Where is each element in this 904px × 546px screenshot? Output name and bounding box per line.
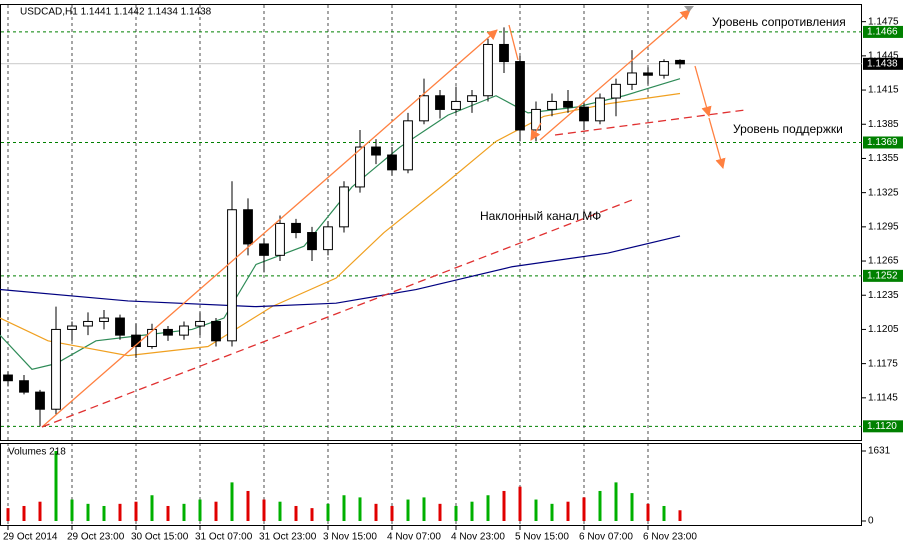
trend-arrow [530, 122, 542, 141]
x-tick-label: 29 Oct 2014 [3, 532, 58, 543]
candle-body [67, 325, 77, 330]
candle-body [99, 317, 109, 322]
level-box [863, 136, 903, 149]
marker [684, 6, 694, 12]
x-tick-label: 29 Oct 23:00 [67, 532, 125, 543]
x-tick-label: 31 Oct 23:00 [259, 532, 317, 543]
candle-body [115, 317, 125, 336]
candle-body [451, 100, 461, 110]
candle-body [611, 83, 621, 99]
y-tick-label: 1.1145 [868, 392, 898, 403]
main-frame [0, 4, 862, 441]
x-tick-label: 6 Nov 07:00 [579, 532, 633, 543]
candle-body [467, 95, 477, 102]
candle-body [547, 100, 557, 110]
annotation: Уровень сопротивления [712, 15, 846, 29]
channel-line [41, 199, 633, 428]
x-tick-label: 31 Oct 07:00 [195, 532, 253, 543]
y-tick-label: 1.1235 [868, 290, 899, 301]
trend-line [508, 24, 519, 61]
last-price-box [863, 57, 903, 70]
x-tick-label: 30 Oct 15:00 [131, 532, 189, 543]
candle-body [499, 43, 509, 63]
volume-frame [0, 443, 862, 526]
x-tick-label: 5 Nov 15:00 [515, 532, 569, 543]
candle-body [51, 328, 61, 410]
candle-body [643, 72, 653, 76]
annotation: Наклонный канал МФ [480, 209, 601, 223]
last-price-label: 1.1438 [867, 58, 898, 69]
y-tick-label: 1.1175 [868, 358, 898, 369]
y-tick-label: 1.1205 [868, 324, 899, 335]
candle-body [659, 61, 669, 76]
candle-body [275, 222, 285, 256]
x-tick-label: 4 Nov 23:00 [451, 532, 505, 543]
y-tick-label: 1.1415 [868, 85, 899, 96]
candle-body [227, 209, 237, 342]
candle-body [3, 374, 13, 382]
candle-body [243, 209, 253, 245]
candle-body [83, 320, 93, 327]
candle-body [595, 97, 605, 122]
level-label: 1.1120 [867, 421, 897, 432]
candle-body [323, 226, 333, 251]
candle-body [19, 380, 29, 393]
y-tick-label: 1.1475 [868, 16, 899, 27]
annotation: Уровень поддержки [733, 122, 843, 136]
trend-arrow [708, 117, 726, 170]
volume-label: Volumes 218 [8, 447, 66, 458]
level-box [863, 269, 903, 282]
candle-body [419, 95, 429, 122]
moving-average [0, 78, 681, 370]
level-label: 1.1369 [867, 137, 898, 148]
x-tick-label: 3 Nov 15:00 [323, 532, 377, 543]
candle-body [163, 328, 173, 336]
candle-body [563, 100, 573, 108]
candle-body [211, 320, 221, 342]
candle-body [515, 61, 525, 131]
support-line [554, 109, 746, 136]
level-label: 1.1466 [867, 27, 898, 38]
candle-body [259, 243, 269, 256]
candle-body [179, 325, 189, 336]
y-tick-label: 1.1355 [868, 153, 899, 164]
candle-body [307, 232, 317, 251]
candle-body [675, 59, 685, 65]
y-tick-label: 1.1325 [868, 187, 899, 198]
level-label: 1.1252 [867, 270, 898, 281]
trend-arrow [41, 29, 498, 428]
volume-tick-label: 0 [868, 516, 874, 527]
drawings [41, 6, 746, 428]
y-tick-label: 1.1385 [868, 119, 899, 130]
candle-body [483, 43, 493, 97]
moving-average [0, 92, 681, 357]
x-tick-label: 4 Nov 07:00 [387, 532, 441, 543]
candle-body [339, 186, 349, 228]
candle-body [403, 120, 413, 171]
y-tick-label: 1.1265 [868, 256, 899, 267]
y-tick-label: 1.1295 [868, 221, 899, 232]
candle-body [387, 154, 397, 171]
candle-body [291, 222, 301, 234]
candle-body [195, 320, 205, 327]
candle-body [435, 95, 445, 110]
candle-body [355, 146, 365, 188]
moving-average [0, 235, 681, 308]
trend-arrow [694, 65, 712, 118]
trend-arrow [539, 9, 691, 141]
candle-body [147, 328, 157, 348]
level-box [863, 420, 903, 433]
y-tick-label: 1.1445 [868, 50, 899, 61]
volume-tick-label: 1631 [868, 446, 891, 457]
candle-body [371, 146, 381, 156]
candle-body [627, 72, 637, 85]
x-tick-label: 6 Nov 23:00 [643, 532, 697, 543]
candle-body [35, 391, 45, 410]
chart-title: USDCAD,H1 1.1441 1.1442 1.1434 1.1438 [20, 7, 212, 18]
candle-body [579, 106, 589, 122]
level-box [863, 25, 903, 38]
